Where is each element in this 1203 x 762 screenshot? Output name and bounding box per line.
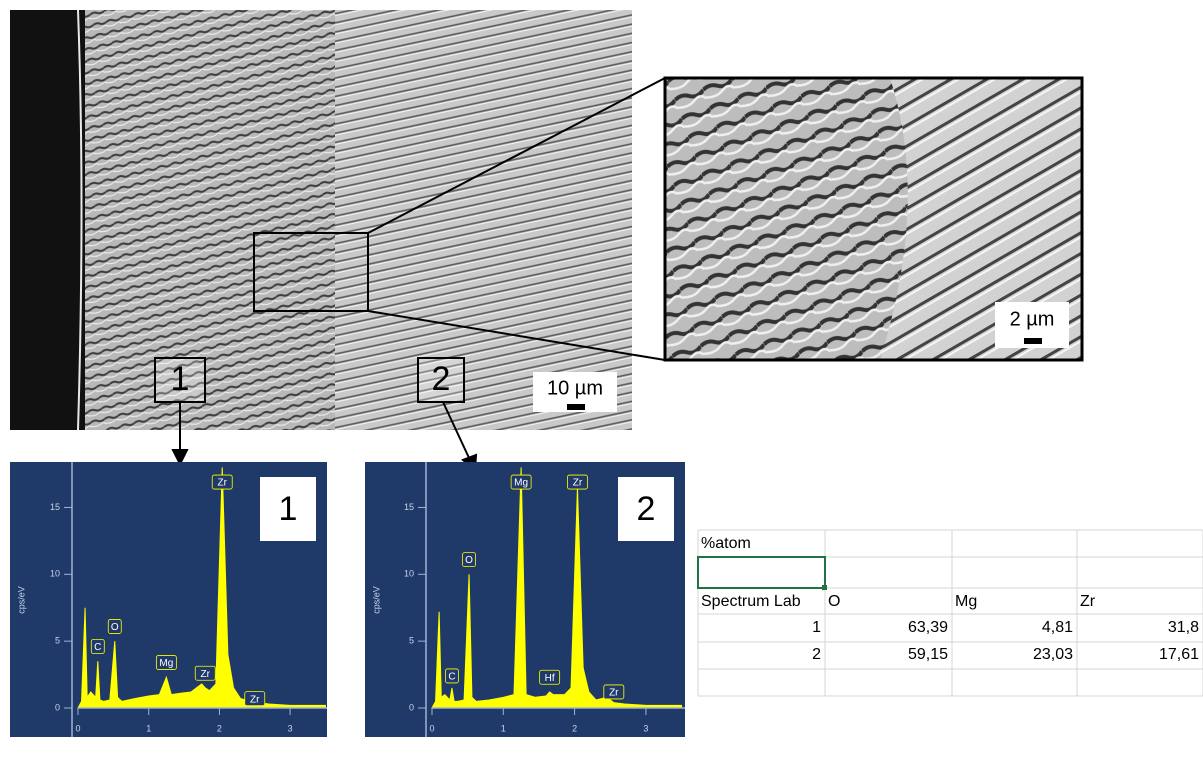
- peak-label-box: [107, 619, 122, 634]
- inset-image: [663, 76, 1084, 362]
- peak-label-box: [194, 665, 216, 681]
- x-tick-label: 0: [75, 723, 80, 733]
- peak-label-box: [155, 655, 177, 670]
- peak-label-box: [539, 669, 561, 685]
- table-cell: 63,39: [908, 619, 948, 636]
- y-tick-label: 10: [50, 569, 60, 579]
- y-axis-label: cps/eV: [371, 586, 381, 614]
- table-cell: 17,61: [1159, 646, 1199, 663]
- panel-number-box: [618, 477, 674, 541]
- y-axis-label: cps/eV: [16, 586, 26, 614]
- peak-label: Zr: [573, 478, 583, 489]
- fill-handle: [822, 585, 827, 590]
- x-tick-label: 2: [572, 723, 577, 733]
- x-tick-label: 2: [217, 723, 222, 733]
- table-cell: 2: [812, 646, 821, 663]
- table-cell: 31,8: [1168, 619, 1199, 636]
- table-title: %atom: [701, 535, 751, 552]
- peak-label-box: [211, 474, 233, 490]
- peak-label: Zr: [609, 688, 619, 699]
- table-cell: 23,03: [1033, 646, 1073, 663]
- peak-label-box: [510, 474, 532, 490]
- x-tick-label: 0: [429, 723, 434, 733]
- inset-scale-bar-label: 2 µm: [1010, 308, 1055, 330]
- y-tick-label: 15: [404, 502, 414, 512]
- panel-number: 2: [637, 490, 656, 528]
- peak-label: C: [94, 642, 101, 653]
- peak-label: Mg: [159, 658, 173, 669]
- x-tick-label: 3: [643, 723, 648, 733]
- peak-label: Zr: [201, 669, 211, 680]
- peak-label: Hf: [545, 673, 555, 684]
- peak-label: O: [111, 622, 119, 633]
- panel-number-box: [260, 477, 316, 541]
- sem-image: [10, 9, 666, 431]
- table-header: O: [828, 593, 840, 610]
- marker-label: 1: [171, 360, 190, 398]
- peak-label-box: [603, 684, 625, 700]
- x-tick-label: 1: [146, 723, 151, 733]
- table-header: Zr: [1080, 593, 1096, 610]
- selected-cell: [697, 556, 826, 589]
- marker-label: 2: [432, 360, 451, 398]
- table-cell: 59,15: [908, 646, 948, 663]
- panel-number: 1: [279, 490, 298, 528]
- scale-bar-label: 10 µm: [547, 377, 603, 399]
- x-tick-label: 1: [501, 723, 506, 733]
- data-table: %atom Spectrum Lab O Mg Zr 1 63,39 4,81 31,8 2 59,…: [697, 529, 1203, 697]
- y-tick-label: 5: [55, 636, 60, 646]
- peak-label: Mg: [514, 478, 528, 489]
- y-tick-label: 5: [409, 636, 414, 646]
- peak-label: Zr: [218, 478, 228, 489]
- peak-label-box: [90, 639, 105, 654]
- y-tick-label: 10: [404, 569, 414, 579]
- table-header: Spectrum Lab: [701, 593, 801, 610]
- peak-label: C: [448, 672, 455, 683]
- table-header: Mg: [955, 593, 977, 610]
- peak-label: O: [465, 555, 473, 566]
- y-tick-label: 15: [50, 502, 60, 512]
- y-tick-label: 0: [55, 702, 60, 712]
- x-tick-label: 3: [288, 723, 293, 733]
- table-cell: 1: [812, 619, 821, 636]
- peak-label-box: [244, 691, 266, 707]
- y-tick-label: 0: [409, 702, 414, 712]
- table-cell: 4,81: [1042, 619, 1073, 636]
- peak-label-box: [462, 552, 476, 567]
- peak-label: Zr: [250, 694, 260, 705]
- peak-label-box: [567, 474, 588, 490]
- peak-label-box: [445, 668, 459, 684]
